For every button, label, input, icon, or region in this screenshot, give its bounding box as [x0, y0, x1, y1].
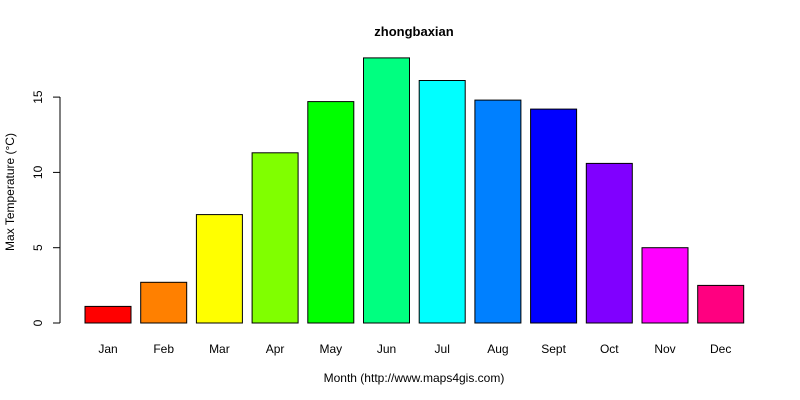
bar-nov: [641, 247, 689, 324]
y-tick-label: 15: [31, 90, 45, 104]
bar-may: [307, 101, 355, 324]
bar-dec: [697, 284, 745, 324]
bar-oct: [585, 162, 633, 324]
x-tick-label: Apr: [266, 342, 285, 356]
y-tick-label: 5: [31, 244, 45, 251]
bar-jan: [84, 305, 132, 324]
bar-feb: [140, 281, 188, 324]
bar-jun: [363, 57, 410, 324]
x-tick-label: May: [319, 342, 342, 356]
x-tick-label: Sept: [541, 342, 566, 356]
x-tick-label: Oct: [600, 342, 619, 356]
bar-aug: [474, 99, 522, 324]
x-tick-label: Nov: [654, 342, 675, 356]
bar-apr: [251, 152, 299, 324]
bar-sept: [530, 108, 578, 324]
x-tick-label: Dec: [710, 342, 731, 356]
y-tick-label: 10: [31, 165, 45, 179]
bars-group: [84, 57, 745, 324]
y-axis-label: Max Temperature (°C): [3, 133, 17, 251]
bar-mar: [195, 214, 243, 324]
y-tick-label: 0: [31, 319, 45, 326]
x-tick-label: Jan: [98, 342, 117, 356]
x-tick-label: Jun: [377, 342, 396, 356]
x-tick-label: Mar: [209, 342, 230, 356]
chart-title: zhongbaxian: [374, 24, 454, 39]
x-tick-label: Aug: [487, 342, 508, 356]
bar-jul: [418, 80, 466, 324]
x-axis-tick-labels: Jan Feb Mar Apr May Jun Jul Aug Sept Oct Nov Dec: [98, 342, 731, 356]
y-axis-ticks: 0 5 10 15: [31, 90, 60, 326]
x-tick-label: Jul: [435, 342, 450, 356]
x-tick-label: Feb: [153, 342, 174, 356]
x-axis-label: Month (http://www.maps4gis.com): [324, 371, 505, 385]
